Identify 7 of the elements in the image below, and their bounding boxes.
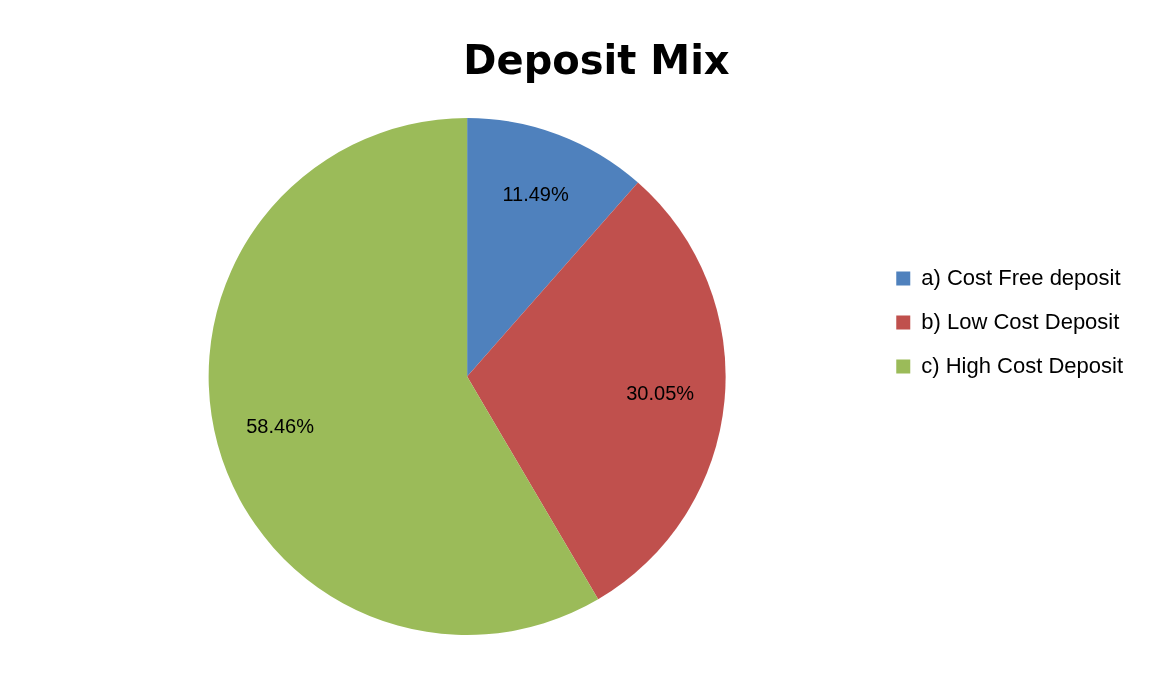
data-label: 30.05% (626, 382, 695, 405)
data-label: 58.46% (246, 414, 315, 437)
legend-label: c) High Cost Deposit (921, 352, 1124, 378)
data-label: 11.49% (502, 182, 569, 205)
legend-label: b) Low Cost Deposit (921, 308, 1120, 334)
chart-title: Deposit Mix (463, 37, 730, 84)
legend-label: a) Cost Free deposit (921, 264, 1121, 290)
